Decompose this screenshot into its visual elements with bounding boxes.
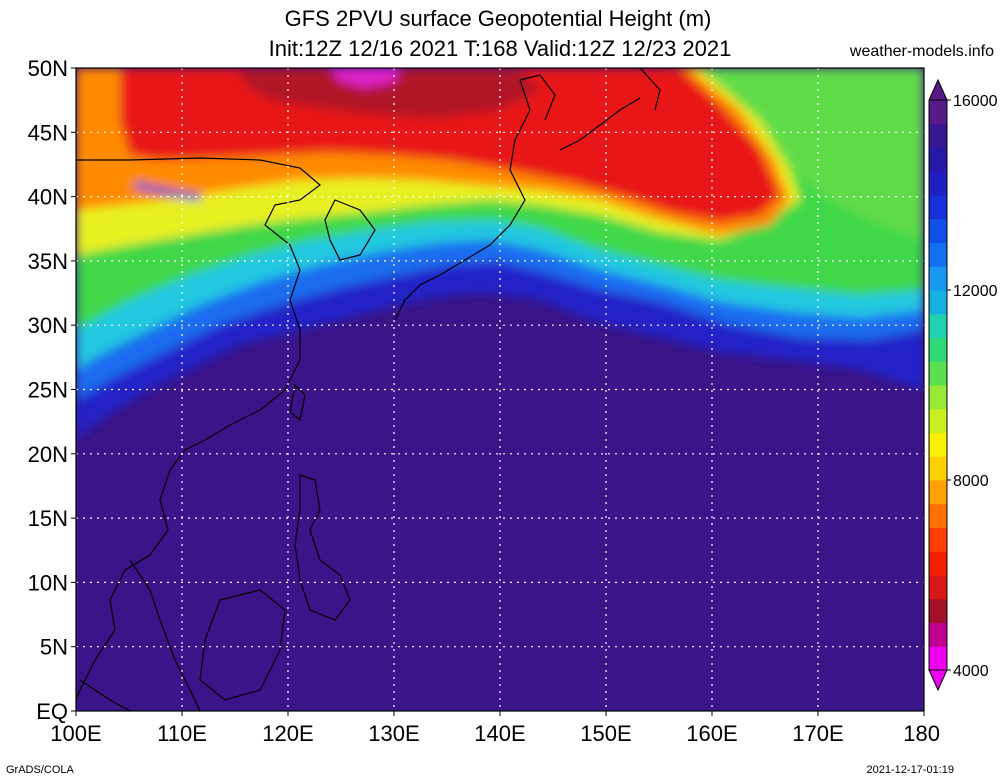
- colorbar-segment: [929, 100, 947, 125]
- colorbar-segment: [929, 123, 947, 148]
- japan-coastline: [394, 74, 556, 321]
- lon-label: 110E: [157, 721, 207, 746]
- lon-label: 160E: [686, 721, 737, 746]
- colorbar-segment: [929, 456, 947, 481]
- kurils-coastline: [559, 97, 641, 151]
- lat-label: 5N: [40, 635, 68, 660]
- colorbar-segment: [929, 503, 947, 528]
- dark-red-core: [240, 68, 540, 118]
- colorbar-max-triangle: [928, 78, 948, 101]
- colorbar-segment: [929, 575, 947, 600]
- colorbar-segment: [929, 551, 947, 576]
- borneo-coastline: [199, 589, 286, 701]
- lon-label: 140E: [474, 721, 525, 746]
- colorbar-segment: [929, 385, 947, 410]
- magenta-core: [330, 68, 400, 88]
- colorbar-labels: 16000 12000 8000 4000: [947, 93, 998, 680]
- lat-label: 40N: [28, 185, 68, 210]
- latitude-labels: 50N 45N 40N 35N 30N 25N 20N 15N 10N 5N EQ: [28, 56, 76, 724]
- colorbar-segment: [929, 290, 947, 315]
- lat-label: 20N: [28, 442, 68, 467]
- lat-label: 35N: [28, 249, 68, 274]
- taiwan-coastline: [289, 383, 306, 422]
- kamchatka-coastline: [639, 68, 661, 111]
- colorbar-segment: [929, 598, 947, 623]
- colorbar-label: 12000: [953, 283, 998, 300]
- longitude-labels: 100E 110E 120E 130E 140E 150E 160E 170E 180: [50, 711, 940, 746]
- red-trough: [120, 68, 780, 222]
- colorbar-segment: [929, 408, 947, 433]
- footer-timestamp: 2021-12-17-01:19: [866, 764, 954, 776]
- colorbar-segment: [929, 195, 947, 220]
- colorbar-segment: [929, 266, 947, 291]
- deep-blue-channel: [134, 182, 201, 201]
- colorbar-segment: [929, 646, 947, 671]
- lat-label: 45N: [28, 120, 68, 145]
- colorbar-segment: [929, 527, 947, 552]
- colorbar-segment: [929, 313, 947, 338]
- colorbar-label: 4000: [953, 663, 989, 680]
- colorbar-segment: [929, 147, 947, 172]
- graticule: [76, 68, 924, 711]
- lon-label: 150E: [580, 721, 631, 746]
- colorbar-label: 16000: [953, 93, 998, 110]
- footer-credit: GrADS/COLA: [6, 764, 74, 776]
- lon-label: 170E: [792, 721, 843, 746]
- sumatra-coastline: [79, 679, 131, 711]
- colorbar-segment: [929, 361, 947, 386]
- lon-label: 120E: [262, 721, 313, 746]
- asia-coastline: [76, 157, 321, 701]
- colorbar-segment: [929, 480, 947, 505]
- colorbar-segment: [929, 242, 947, 267]
- colorbar-frame: [928, 99, 948, 671]
- coastlines: [76, 68, 661, 711]
- lon-label: 180: [903, 721, 940, 746]
- malay-coastline: [129, 559, 201, 711]
- colorbar: [928, 78, 948, 692]
- korea-coastline: [324, 199, 376, 261]
- lat-label: 15N: [28, 506, 68, 531]
- lon-label: 100E: [50, 721, 101, 746]
- colorbar-segment: [929, 622, 947, 647]
- title-line-2: Init:12Z 12/16 2021 T:168 Valid:12Z 12/2…: [268, 36, 732, 61]
- colorbar-label: 8000: [953, 473, 989, 490]
- colorbar-segment: [929, 432, 947, 457]
- lat-label: 50N: [28, 56, 68, 81]
- title-line-1: GFS 2PVU surface Geopotential Height (m): [284, 6, 712, 31]
- lat-label: 25N: [28, 378, 68, 403]
- site-credit: weather-models.info: [849, 43, 994, 60]
- colorbar-segment: [929, 218, 947, 243]
- lon-label: 130E: [368, 721, 419, 746]
- philippines-coastline: [294, 474, 351, 621]
- colorbar-segment: [929, 171, 947, 196]
- lat-label: EQ: [36, 699, 68, 724]
- colorbar-segment: [929, 337, 947, 362]
- colorbar-min-triangle: [928, 669, 948, 692]
- lat-label: 10N: [28, 570, 68, 595]
- lat-label: 30N: [28, 313, 68, 338]
